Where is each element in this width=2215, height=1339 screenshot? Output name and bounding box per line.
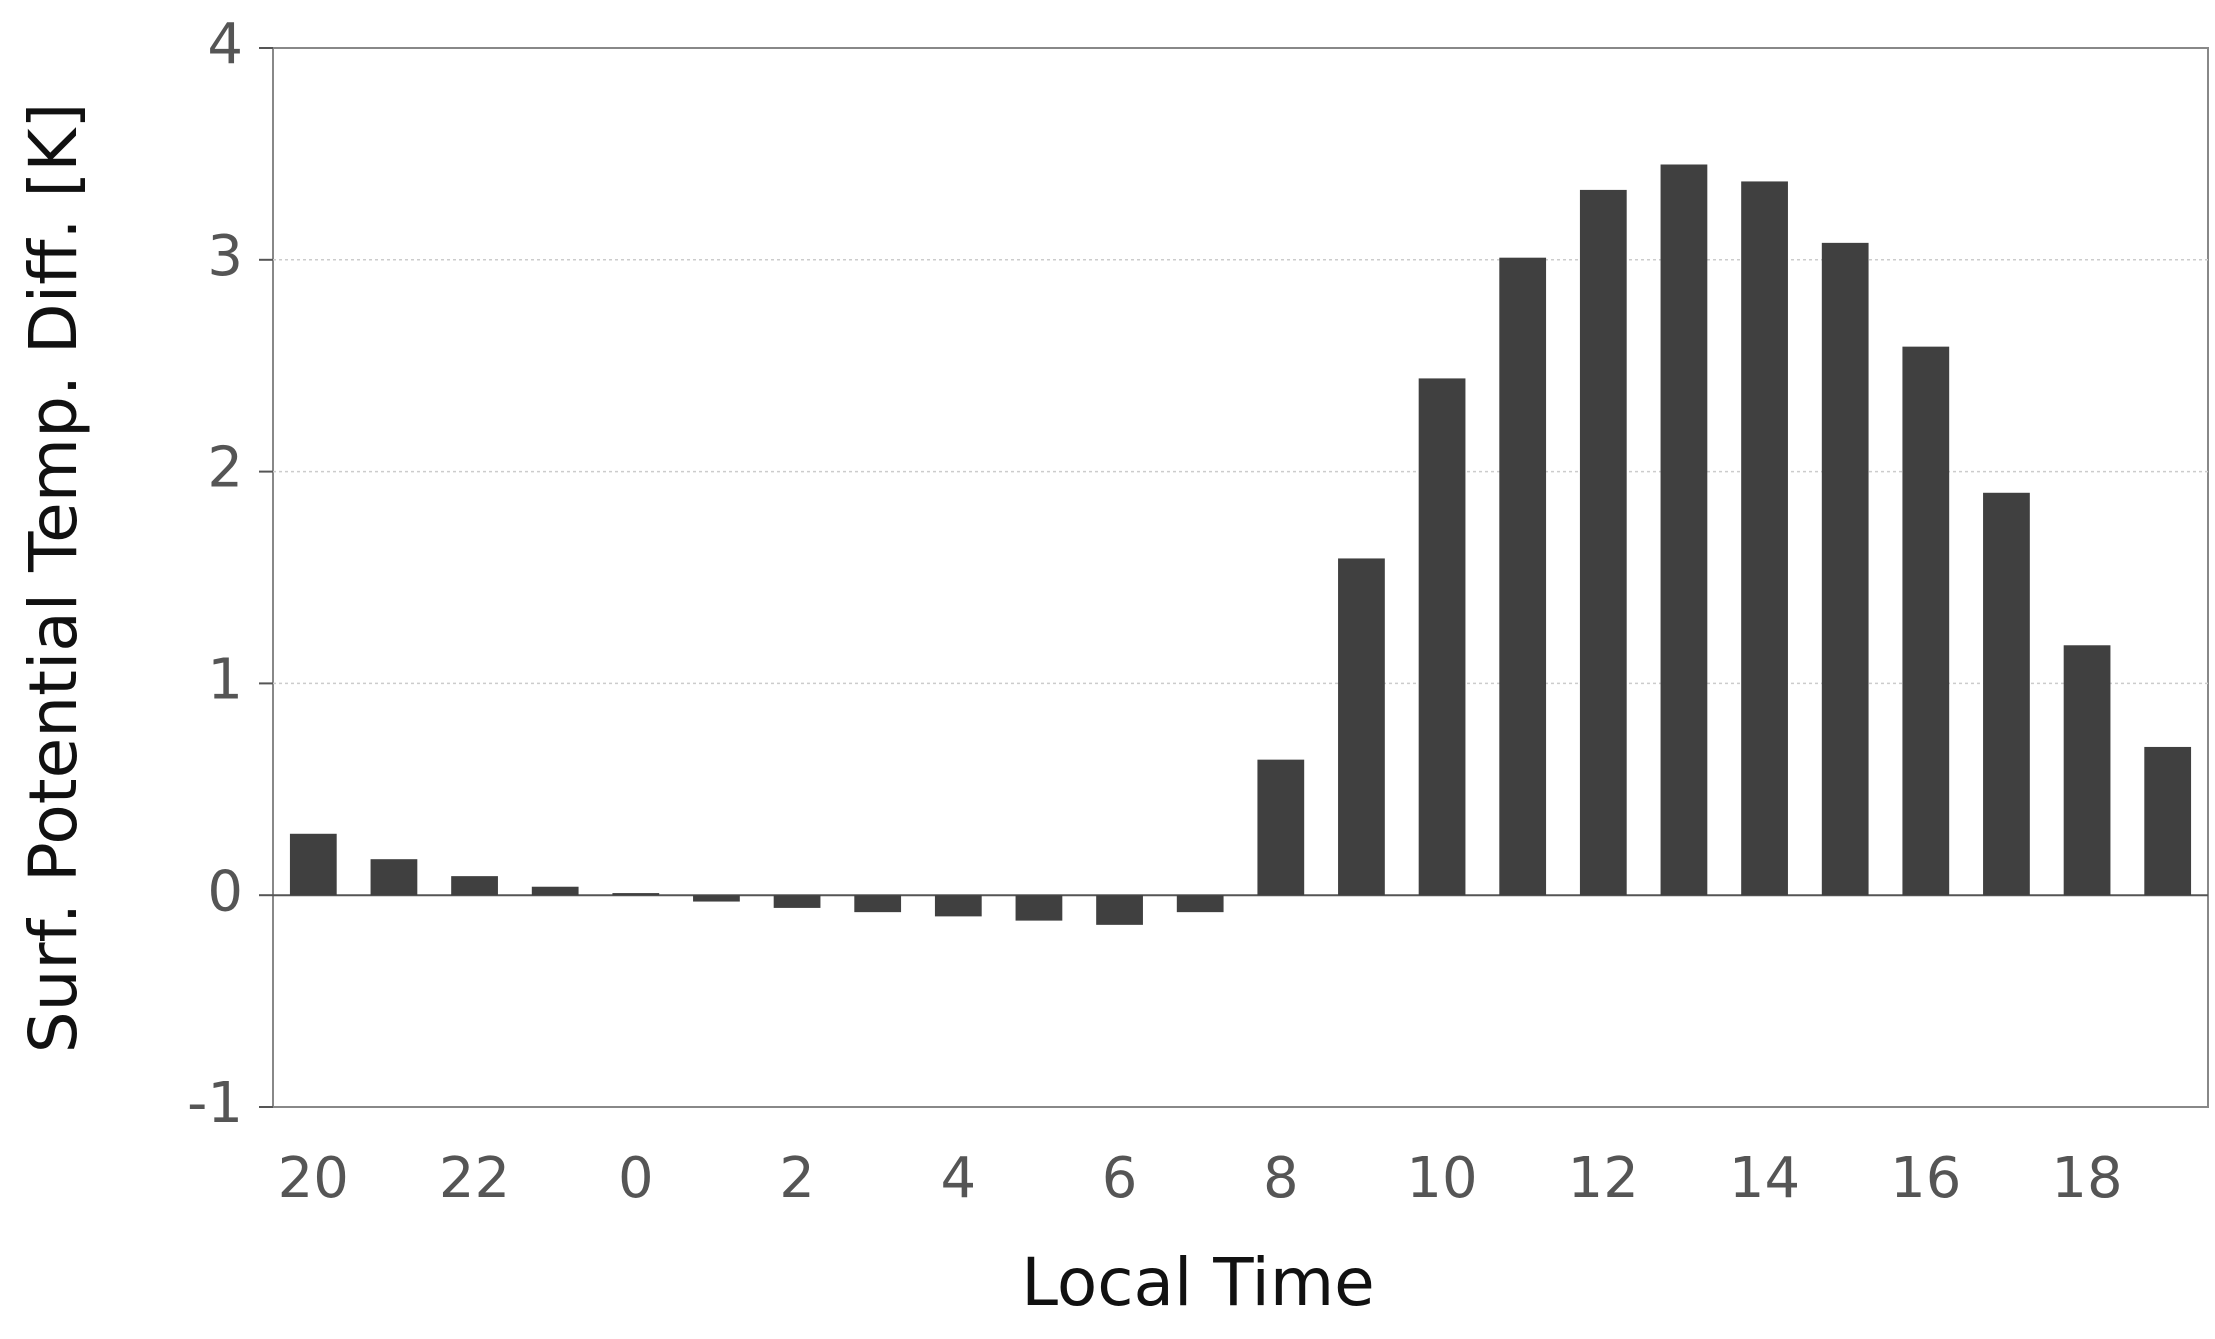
bar bbox=[854, 895, 902, 913]
y-tick-label: 0 bbox=[207, 859, 243, 924]
y-axis-title: Surf. Potential Temp. Diff. [K] bbox=[15, 103, 92, 1054]
x-axis-title: Local Time bbox=[1021, 1244, 1375, 1321]
x-tick-label: 14 bbox=[1729, 1146, 1800, 1211]
bar bbox=[531, 886, 579, 896]
bar bbox=[1902, 346, 1950, 896]
x-tick-label: 4 bbox=[940, 1146, 976, 1211]
x-tick-label: 6 bbox=[1102, 1146, 1138, 1211]
bar bbox=[1741, 181, 1788, 896]
bar bbox=[1257, 759, 1305, 896]
bar bbox=[1660, 164, 1708, 896]
bar bbox=[370, 859, 418, 896]
bar bbox=[934, 895, 982, 917]
bar bbox=[1176, 895, 1224, 913]
bar bbox=[2063, 645, 2111, 896]
bar bbox=[1499, 257, 1547, 896]
bar bbox=[1821, 242, 1869, 896]
bar bbox=[1983, 492, 2030, 896]
x-tick-label: 12 bbox=[1568, 1146, 1639, 1211]
x-tick-label: 2 bbox=[779, 1146, 815, 1211]
x-tick-label: 10 bbox=[1406, 1146, 1477, 1211]
bar bbox=[612, 893, 660, 896]
bar bbox=[2144, 746, 2192, 896]
bar bbox=[1418, 378, 1466, 896]
bar bbox=[1579, 189, 1627, 896]
y-tick-label: 1 bbox=[207, 648, 243, 713]
bar bbox=[1096, 895, 1143, 925]
y-tick-label: -1 bbox=[187, 1071, 243, 1136]
x-tick-label: 0 bbox=[618, 1146, 654, 1211]
bar bbox=[773, 895, 821, 908]
bar bbox=[451, 876, 498, 896]
x-tick-label: 20 bbox=[278, 1146, 349, 1211]
x-tick-label: 8 bbox=[1263, 1146, 1299, 1211]
x-tick-label: 22 bbox=[439, 1146, 510, 1211]
bar bbox=[289, 833, 337, 896]
x-tick-label: 18 bbox=[2051, 1146, 2122, 1211]
y-tick-label: 2 bbox=[207, 436, 243, 501]
plot-frame bbox=[272, 47, 2209, 1108]
y-tick-label: 3 bbox=[207, 224, 243, 289]
x-tick-label: 16 bbox=[1890, 1146, 1961, 1211]
bar bbox=[1338, 558, 1385, 896]
y-tick-label: 4 bbox=[207, 12, 243, 77]
bar bbox=[1015, 895, 1063, 921]
bar bbox=[693, 895, 740, 902]
